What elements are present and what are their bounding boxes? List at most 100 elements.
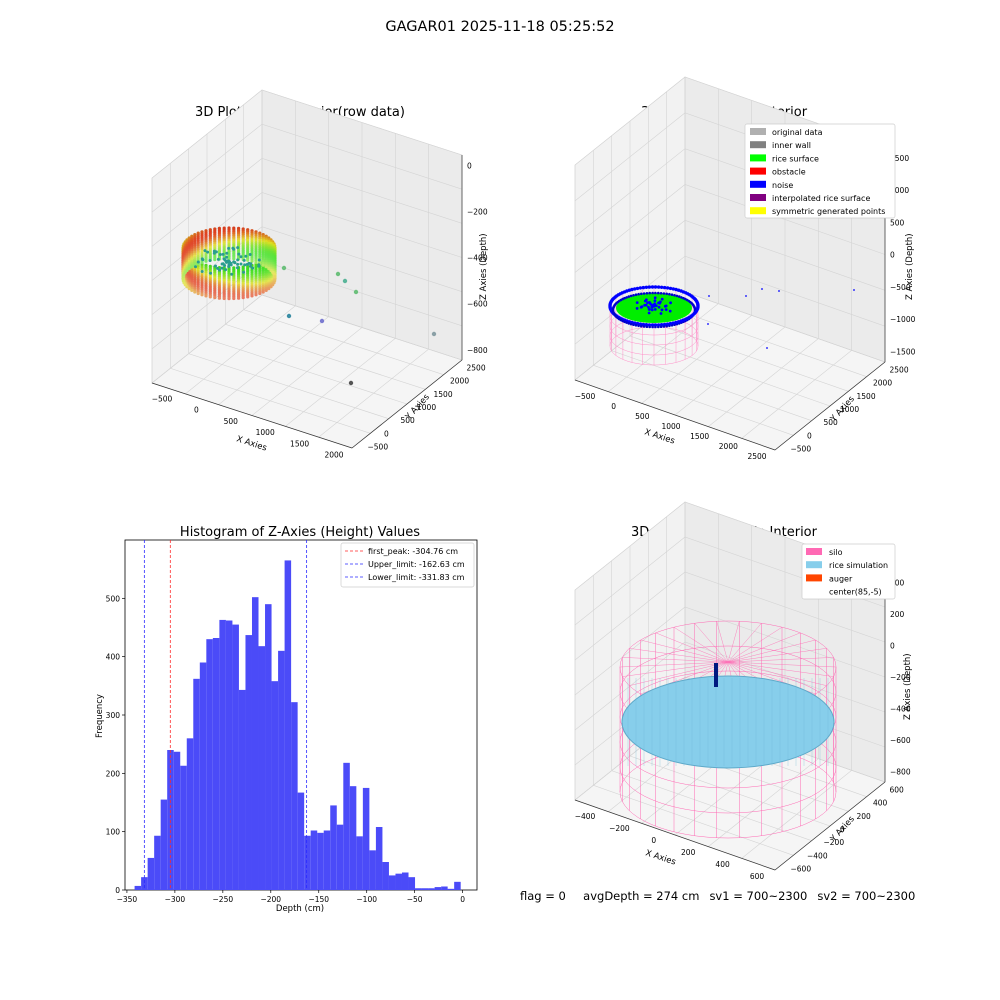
classify-3d-plot: −50005001000150020002500−500050010001500… <box>575 77 916 461</box>
hist-bar <box>245 635 252 890</box>
raw-y-tick: 1500 <box>434 390 453 399</box>
avg-depth-text: avgDepth = 274 cm <box>583 889 699 903</box>
hist-y-tick-label: 400 <box>106 653 121 662</box>
raw-point <box>237 253 240 256</box>
cls-noise-outlier <box>761 288 763 290</box>
raw-outlier-point <box>320 319 324 323</box>
cls-y-tick: 2000 <box>873 379 892 388</box>
raw-point <box>227 247 230 250</box>
hist-y-tick-label: 0 <box>115 886 120 895</box>
raw-point <box>254 293 257 296</box>
raw-z-axis-label: Z Axies (Depth) <box>479 233 489 300</box>
raw-outlier-point <box>343 279 347 283</box>
cls-noise-point <box>651 285 654 288</box>
cls-noise-point <box>640 325 643 328</box>
cls-noise-point <box>648 285 651 288</box>
hist-x-tick-label: −350 <box>117 895 138 904</box>
cls-legend-label: obstacle <box>772 168 806 177</box>
raw-point <box>240 255 243 258</box>
cls-noise-point <box>630 323 633 326</box>
hist-bar <box>226 621 233 891</box>
cls-noise-point <box>661 309 664 312</box>
hist-bar <box>259 646 266 890</box>
hist-bar <box>161 800 168 890</box>
sim-z-tick: 0 <box>890 642 895 651</box>
hist-bar <box>369 850 376 890</box>
raw-z-tick: −800 <box>467 346 488 355</box>
raw-point <box>213 258 216 261</box>
hist-bar <box>298 793 305 890</box>
cls-noise-point <box>654 308 657 311</box>
sim-legend-label: center(85,-5) <box>829 588 882 597</box>
sv2-text: sv2 = 700~2300 <box>817 889 915 903</box>
raw-x-tick: 0 <box>194 406 199 415</box>
sim-x-tick: −400 <box>575 812 596 821</box>
cls-x-tick: 2500 <box>747 452 766 461</box>
hist-y-tick-label: 300 <box>106 711 121 720</box>
hist-x-axis-label: Depth (cm) <box>276 904 324 914</box>
cls-noise-outlier <box>707 323 709 325</box>
cls-noise-point <box>654 296 657 299</box>
hist-bar <box>206 639 213 890</box>
hist-bar <box>311 831 318 891</box>
raw-point <box>243 263 246 266</box>
hist-bar <box>343 763 350 890</box>
raw-point <box>227 297 230 300</box>
raw-x-tick: 1000 <box>256 428 275 437</box>
hist-bar <box>135 886 142 890</box>
cls-legend-label: symmetric generated points <box>772 207 885 216</box>
cls-x-tick: 500 <box>635 412 650 421</box>
cls-legend-swatch <box>750 194 766 201</box>
cls-noise-point <box>646 292 649 295</box>
cls-legend-label: noise <box>772 181 793 190</box>
cls-noise-point <box>676 295 679 298</box>
raw-point <box>242 296 245 299</box>
cls-noise-point <box>657 292 660 295</box>
raw-point <box>209 272 212 275</box>
sim-rice-surface <box>622 676 834 768</box>
cls-noise-point <box>673 294 676 297</box>
sim-y-tick: −400 <box>807 851 828 860</box>
cls-noise-point <box>648 312 651 315</box>
hist-bar <box>395 874 402 890</box>
hist-bar <box>174 752 181 890</box>
cls-noise-point <box>654 326 657 329</box>
raw-point <box>190 289 193 292</box>
cls-noise-point <box>645 286 648 289</box>
raw-point <box>206 251 209 254</box>
hist-bar <box>317 833 324 890</box>
sim-z-tick: −800 <box>890 768 911 777</box>
hist-x-tick-label: −150 <box>308 895 329 904</box>
raw-point <box>217 258 220 261</box>
cls-noise-point <box>665 308 668 311</box>
raw-z-tick: 0 <box>467 161 472 170</box>
hist-bar <box>219 620 226 890</box>
cls-noise-point <box>632 294 635 297</box>
hist-bar <box>415 888 422 890</box>
cls-noise-point <box>648 292 651 295</box>
hist-bar <box>200 663 207 891</box>
cls-legend-label: interpolated rice surface <box>772 194 870 203</box>
raw-outlier-point <box>282 266 286 270</box>
raw-point <box>249 253 252 256</box>
hist-y-axis-label: Frequency <box>95 694 105 738</box>
cls-noise-point <box>654 299 657 302</box>
cls-y-tick: −500 <box>791 445 812 454</box>
hist-bar <box>193 679 200 890</box>
cls-noise-outlier <box>766 347 768 349</box>
sim-legend-swatch <box>806 588 822 595</box>
sim-z-tick: 200 <box>890 610 905 619</box>
cls-z-tick: −1000 <box>890 315 916 324</box>
hist-legend-label: first_peak: -304.76 cm <box>368 547 458 556</box>
cls-noise-point <box>648 326 651 329</box>
raw-point <box>188 267 191 270</box>
hist-bar <box>285 560 292 890</box>
cls-noise-point <box>665 293 668 296</box>
cls-noise-point <box>654 292 657 295</box>
cls-noise-point <box>643 304 646 307</box>
sim-x-tick: 0 <box>651 836 656 845</box>
hist-bar <box>148 858 155 890</box>
hist-y-tick-label: 200 <box>106 769 121 778</box>
raw-point <box>233 261 236 264</box>
